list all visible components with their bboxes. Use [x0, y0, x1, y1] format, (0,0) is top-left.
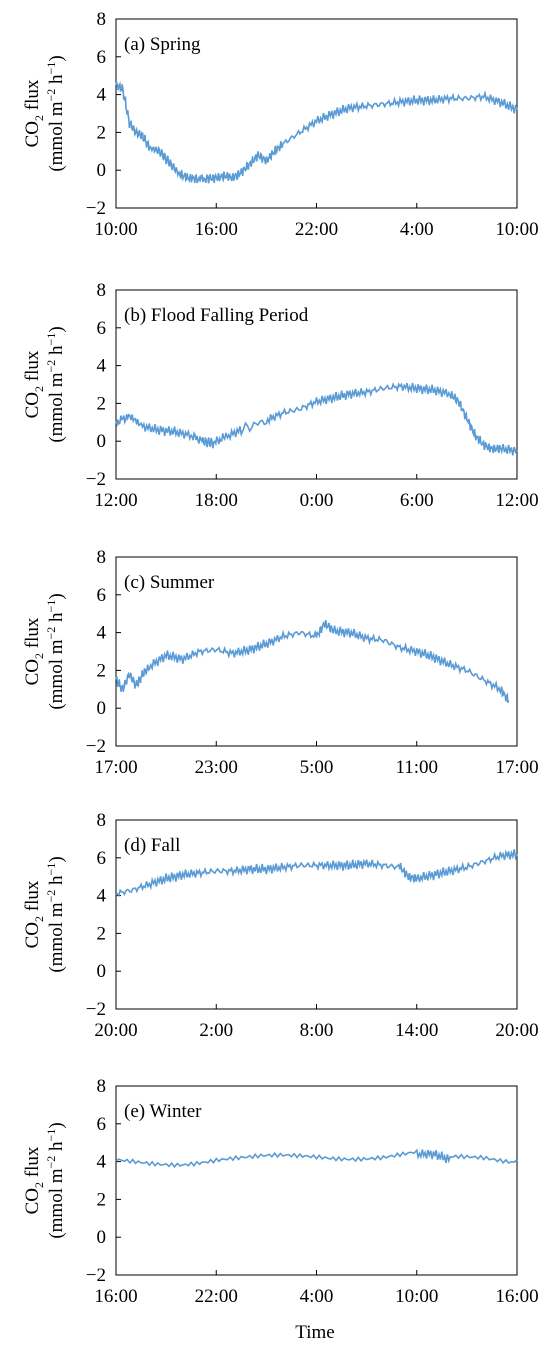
panel-label: (e) Winter [124, 1101, 202, 1122]
panel-label: (a) Spring [124, 34, 201, 55]
x-tick-label: 10:00 [395, 1286, 438, 1307]
y-axis-units: (mmol m−2 h−1) [44, 1122, 67, 1238]
y-tick-label: 0 [97, 961, 107, 982]
x-axis-title: Time [295, 1322, 334, 1343]
chart-panel-3: −2 0 2 4 6 8 17:00 23:00 5:00 11:00 17:00 (c) Summe… [22, 547, 539, 778]
x-tick-label: 6:00 [400, 490, 434, 511]
y-tick-label: 8 [97, 810, 107, 831]
series-line [115, 382, 518, 456]
y-tick-label: −2 [86, 1265, 106, 1286]
x-tick-label: 11:00 [395, 757, 438, 778]
y-tick-label: 8 [97, 280, 107, 301]
y-tick-label: 8 [97, 547, 107, 568]
x-tick-label: 4:00 [400, 219, 434, 240]
y-tick-label: 2 [97, 923, 107, 944]
y-axis-units: (mmol m−2 h−1) [44, 593, 67, 709]
y-tick-label: 2 [97, 393, 107, 414]
x-tick-label: 8:00 [300, 1020, 334, 1041]
y-tick-label: 0 [97, 160, 107, 181]
y-tick-label: 8 [97, 9, 107, 30]
x-tick-label: 23:00 [195, 757, 238, 778]
y-axis-title: CO2 flux [22, 617, 46, 685]
series-line [115, 849, 518, 897]
y-tick-label: 6 [97, 585, 107, 606]
x-tick-label: 20:00 [495, 1020, 538, 1041]
y-tick-label: 6 [97, 318, 107, 339]
panel-label: (b) Flood Falling Period [124, 305, 309, 326]
x-tick-label: 17:00 [94, 757, 137, 778]
x-tick-label: 14:00 [395, 1020, 438, 1041]
y-tick-label: 4 [97, 886, 107, 907]
x-tick-label: 10:00 [495, 219, 538, 240]
x-tick-label: 5:00 [300, 757, 334, 778]
y-tick-label: 4 [97, 356, 107, 377]
y-tick-label: −2 [86, 736, 106, 757]
y-tick-label: 6 [97, 1114, 107, 1135]
y-tick-label: −2 [86, 999, 106, 1020]
panel-label: (c) Summer [124, 572, 215, 593]
y-tick-label: 0 [97, 1227, 107, 1248]
x-tick-label: 2:00 [199, 1020, 233, 1041]
chart-panel-1: −2 0 2 4 6 8 10:00 16:00 22:00 4:00 10:00 (a) Sprin… [22, 9, 539, 240]
y-tick-label: 4 [97, 623, 107, 644]
x-tick-label: 12:00 [94, 490, 137, 511]
chart-panel-4: −2 0 2 4 6 8 20:00 2:00 8:00 14:00 20:00 (d) Fall CO… [22, 810, 539, 1041]
y-axis-title: CO2 flux [22, 1146, 46, 1214]
x-tick-label: 12:00 [495, 490, 538, 511]
y-tick-label: 4 [97, 85, 107, 106]
y-axis-title: CO2 flux [22, 79, 46, 147]
x-tick-label: 16:00 [495, 1286, 538, 1307]
series-line [115, 619, 510, 703]
x-tick-label: 16:00 [94, 1286, 137, 1307]
y-tick-label: −2 [86, 469, 106, 490]
chart-panel-5: −2 0 2 4 6 8 16:00 22:00 4:00 10:00 16:00 (e) Winte… [22, 1076, 539, 1307]
x-tick-label: 10:00 [94, 219, 137, 240]
y-tick-label: 2 [97, 122, 107, 143]
y-axis-units: (mmol m−2 h−1) [44, 856, 67, 972]
x-tick-label: 4:00 [300, 1286, 334, 1307]
x-tick-label: 22:00 [295, 219, 338, 240]
y-tick-label: 0 [97, 431, 107, 452]
x-tick-label: 16:00 [195, 219, 238, 240]
y-tick-label: 8 [97, 1076, 107, 1097]
y-tick-label: 4 [97, 1152, 107, 1173]
y-tick-label: 0 [97, 698, 107, 719]
y-tick-label: 6 [97, 848, 107, 869]
y-tick-label: 2 [97, 1189, 107, 1210]
y-axis-units: (mmol m−2 h−1) [44, 326, 67, 442]
y-tick-label: 6 [97, 47, 107, 68]
y-axis-title: CO2 flux [22, 880, 46, 948]
y-axis-title: CO2 flux [22, 350, 46, 418]
y-axis-units: (mmol m−2 h−1) [44, 55, 67, 171]
x-tick-label: 18:00 [195, 490, 238, 511]
series-line [115, 1148, 518, 1169]
x-tick-label: 22:00 [195, 1286, 238, 1307]
panel-label: (d) Fall [124, 835, 180, 856]
series-line [115, 81, 518, 184]
x-tick-label: 17:00 [495, 757, 538, 778]
chart-panel-2: −2 0 2 4 6 8 12:00 18:00 0:00 6:00 12:00 (b) Flood … [22, 280, 539, 511]
x-tick-label: 20:00 [94, 1020, 137, 1041]
x-tick-label: 0:00 [300, 490, 334, 511]
y-tick-label: −2 [86, 198, 106, 219]
y-tick-label: 2 [97, 660, 107, 681]
